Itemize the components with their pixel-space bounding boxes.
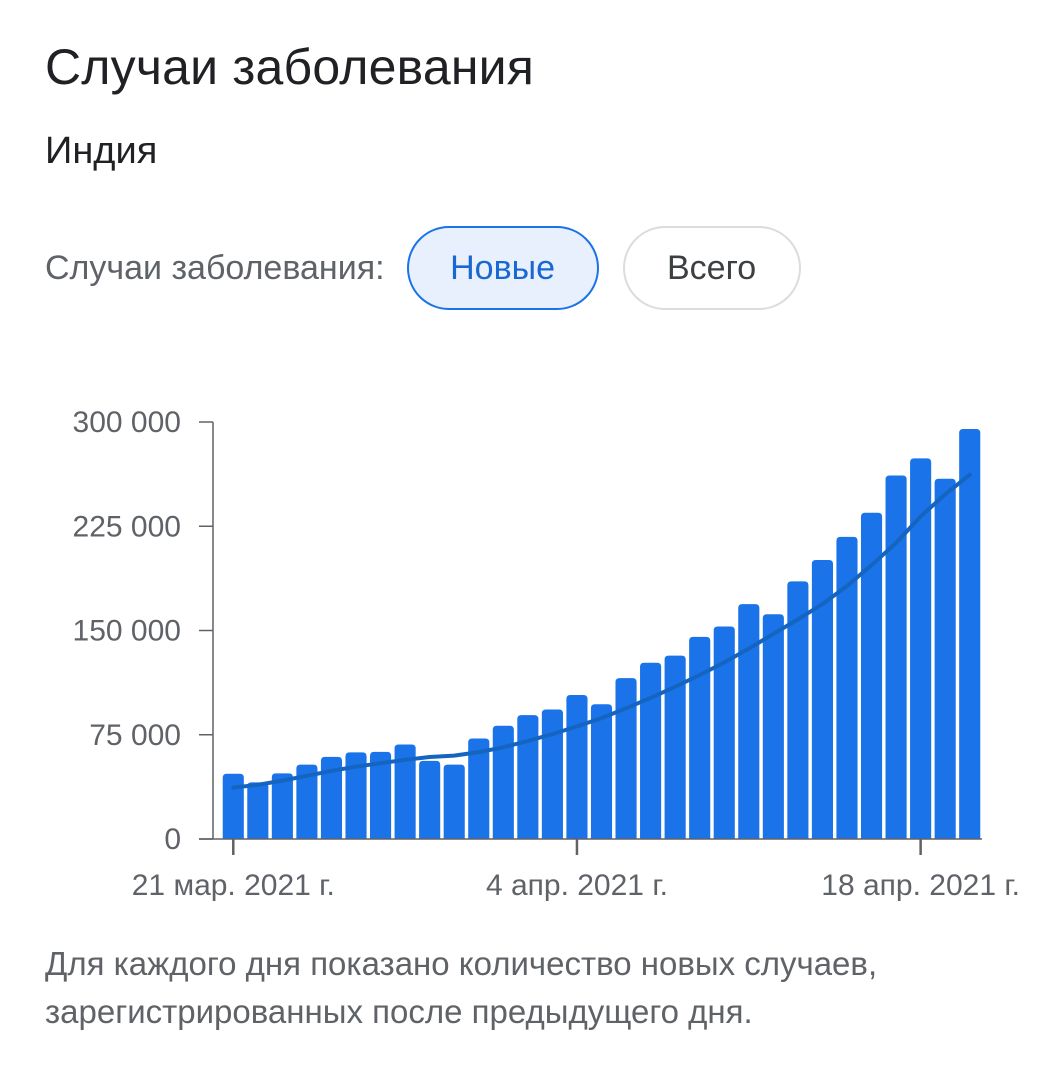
bar xyxy=(517,715,539,839)
trend-line xyxy=(231,472,972,790)
bar xyxy=(910,458,932,839)
bar xyxy=(885,475,907,839)
bar xyxy=(738,604,760,839)
bar xyxy=(443,764,465,839)
region-label: Индия xyxy=(45,130,158,172)
bar xyxy=(811,560,833,839)
cases-filter: Случаи заболевания: Новые Всего xyxy=(45,225,825,311)
chip-new-cases[interactable]: Новые xyxy=(406,226,599,310)
bar xyxy=(394,744,416,839)
bar xyxy=(762,614,784,839)
y-tick-label: 150 000 xyxy=(73,615,181,648)
x-tick-label: 18 апр. 2021 г. xyxy=(821,869,1020,902)
bar xyxy=(419,760,441,839)
bar xyxy=(959,428,981,839)
bar xyxy=(345,752,367,839)
bar xyxy=(296,764,318,839)
bar xyxy=(320,756,343,839)
bar xyxy=(787,581,809,839)
bar xyxy=(222,773,244,839)
bar xyxy=(689,636,711,839)
y-tick-label: 75 000 xyxy=(89,719,181,752)
y-tick-label: 225 000 xyxy=(73,510,181,543)
bar xyxy=(713,626,735,839)
bar xyxy=(566,694,588,839)
bar xyxy=(541,709,563,839)
bar xyxy=(934,478,956,839)
chip-total-cases[interactable]: Всего xyxy=(622,226,801,310)
x-tick-label: 21 мар. 2021 г. xyxy=(132,869,335,902)
bar xyxy=(640,662,662,839)
bar xyxy=(247,782,269,839)
y-tick-label: 0 xyxy=(164,823,181,856)
chart-footnote: Для каждого дня показано количество новы… xyxy=(45,945,878,1030)
bar xyxy=(492,725,514,839)
filter-label: Случаи заболевания: xyxy=(45,248,385,287)
bar xyxy=(370,751,392,839)
y-tick-label: 300 000 xyxy=(73,406,181,439)
bar xyxy=(271,773,293,839)
bar xyxy=(836,536,858,839)
x-tick-label: 4 апр. 2021 г. xyxy=(486,869,668,902)
page-title: Случаи заболевания xyxy=(45,39,535,95)
bar xyxy=(468,738,490,839)
bar xyxy=(860,512,883,839)
bar xyxy=(615,678,637,839)
bar xyxy=(590,704,613,839)
cases-bar-chart: 0 75 000 150 000 225 000 300 000 21 мар. 2021… xyxy=(73,406,1020,902)
bar xyxy=(664,655,686,839)
